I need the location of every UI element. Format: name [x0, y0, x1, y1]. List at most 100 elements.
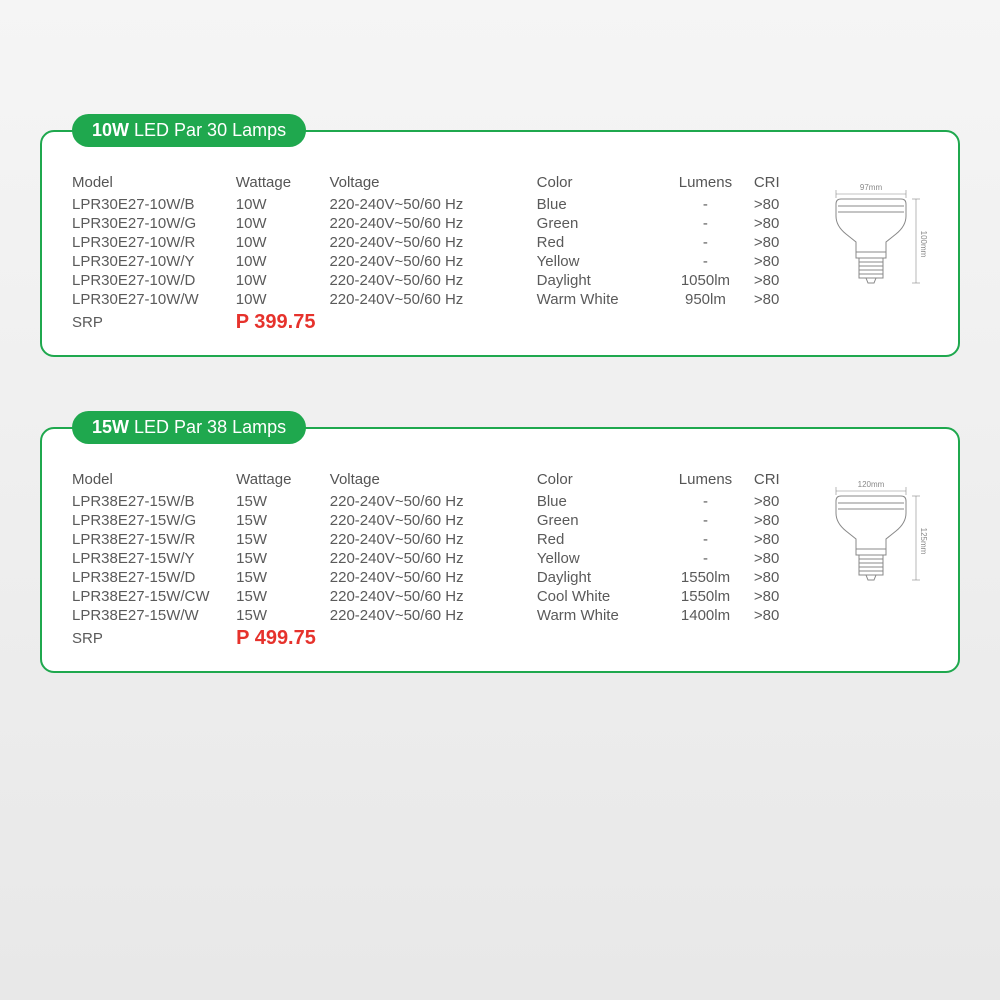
- cell-volt: 220-240V~50/60 Hz: [329, 233, 536, 252]
- column-header: Wattage: [236, 172, 330, 195]
- cell-color: Blue: [537, 195, 665, 214]
- cell-lumens: -: [665, 511, 754, 530]
- cell-watt: 15W: [236, 511, 330, 530]
- cell-volt: 220-240V~50/60 Hz: [330, 549, 537, 568]
- badge-title: LED Par 30 Lamps: [134, 120, 286, 140]
- cell-lumens: -: [665, 233, 754, 252]
- cell-volt: 220-240V~50/60 Hz: [330, 606, 537, 625]
- spec-table: ModelWattageVoltageColorLumensCRILPR38E2…: [72, 469, 808, 651]
- cell-watt: 15W: [236, 549, 330, 568]
- cell-lumens: -: [665, 252, 754, 271]
- cell-volt: 220-240V~50/60 Hz: [329, 271, 536, 290]
- cell-volt: 220-240V~50/60 Hz: [330, 568, 537, 587]
- cell-color: Blue: [537, 492, 665, 511]
- cell-volt: 220-240V~50/60 Hz: [330, 511, 537, 530]
- column-header: Lumens: [665, 469, 754, 492]
- cell-lumens: 1550lm: [665, 568, 754, 587]
- svg-text:100mm: 100mm: [919, 231, 928, 258]
- column-header: Color: [537, 469, 665, 492]
- cell-cri: >80: [754, 195, 808, 214]
- column-header: CRI: [754, 172, 808, 195]
- cell-watt: 15W: [236, 587, 330, 606]
- svg-text:97mm: 97mm: [860, 183, 883, 192]
- cell-cri: >80: [754, 252, 808, 271]
- cell-cri: >80: [754, 530, 808, 549]
- cell-lumens: -: [665, 195, 754, 214]
- cell-model: LPR38E27-15W/R: [72, 530, 236, 549]
- cell-cri: >80: [754, 233, 808, 252]
- cell-model: LPR38E27-15W/Y: [72, 549, 236, 568]
- table-row: LPR38E27-15W/R15W220-240V~50/60 HzRed->8…: [72, 530, 808, 549]
- table-row: LPR30E27-10W/G10W220-240V~50/60 HzGreen-…: [72, 214, 808, 233]
- cell-volt: 220-240V~50/60 Hz: [330, 530, 537, 549]
- table-row: LPR38E27-15W/Y15W220-240V~50/60 HzYellow…: [72, 549, 808, 568]
- table-row: LPR38E27-15W/B15W220-240V~50/60 HzBlue->…: [72, 492, 808, 511]
- card-badge: 15W LED Par 38 Lamps: [72, 411, 306, 444]
- cell-color: Red: [537, 530, 665, 549]
- lamp-diagram: 97mm 100mm: [818, 172, 928, 312]
- cell-model: LPR30E27-10W/D: [72, 271, 236, 290]
- cell-volt: 220-240V~50/60 Hz: [329, 195, 536, 214]
- table-row: LPR38E27-15W/CW15W220-240V~50/60 HzCool …: [72, 587, 808, 606]
- cell-color: Green: [537, 214, 665, 233]
- cell-lumens: 1050lm: [665, 271, 754, 290]
- column-header: Lumens: [665, 172, 754, 195]
- cell-volt: 220-240V~50/60 Hz: [329, 290, 536, 309]
- cell-volt: 220-240V~50/60 Hz: [330, 587, 537, 606]
- column-header: Voltage: [330, 469, 537, 492]
- cell-model: LPR30E27-10W/G: [72, 214, 236, 233]
- cell-model: LPR38E27-15W/D: [72, 568, 236, 587]
- cell-lumens: -: [665, 549, 754, 568]
- cell-model: LPR38E27-15W/CW: [72, 587, 236, 606]
- cell-color: Yellow: [537, 549, 665, 568]
- table-row: LPR30E27-10W/D10W220-240V~50/60 HzDaylig…: [72, 271, 808, 290]
- column-header: Voltage: [329, 172, 536, 195]
- cell-cri: >80: [754, 606, 808, 625]
- column-header: Model: [72, 172, 236, 195]
- cell-volt: 220-240V~50/60 Hz: [330, 492, 537, 511]
- cell-watt: 10W: [236, 233, 330, 252]
- cell-cri: >80: [754, 271, 808, 290]
- cell-color: Red: [537, 233, 665, 252]
- column-header: Model: [72, 469, 236, 492]
- cell-color: Green: [537, 511, 665, 530]
- table-row: LPR38E27-15W/D15W220-240V~50/60 HzDaylig…: [72, 568, 808, 587]
- cell-watt: 10W: [236, 290, 330, 309]
- cell-cri: >80: [754, 511, 808, 530]
- cell-cri: >80: [754, 568, 808, 587]
- cell-color: Daylight: [537, 568, 665, 587]
- cell-lumens: -: [665, 530, 754, 549]
- srp-row: SRPP 499.75: [72, 625, 808, 651]
- cell-model: LPR38E27-15W/B: [72, 492, 236, 511]
- cell-color: Warm White: [537, 290, 665, 309]
- cell-model: LPR30E27-10W/B: [72, 195, 236, 214]
- column-header: CRI: [754, 469, 808, 492]
- cell-lumens: 950lm: [665, 290, 754, 309]
- table-row: LPR30E27-10W/Y10W220-240V~50/60 HzYellow…: [72, 252, 808, 271]
- column-header: Wattage: [236, 469, 330, 492]
- price: P 399.75: [236, 311, 316, 333]
- cell-watt: 15W: [236, 568, 330, 587]
- cell-model: LPR30E27-10W/W: [72, 290, 236, 309]
- cell-lumens: 1550lm: [665, 587, 754, 606]
- product-card: 10W LED Par 30 LampsModelWattageVoltageC…: [40, 130, 960, 357]
- cell-watt: 10W: [236, 252, 330, 271]
- cell-cri: >80: [754, 587, 808, 606]
- cell-watt: 10W: [236, 271, 330, 290]
- srp-row: SRPP 399.75: [72, 309, 808, 335]
- srp-label: SRP: [72, 309, 236, 335]
- cell-cri: >80: [754, 492, 808, 511]
- cell-lumens: -: [665, 492, 754, 511]
- product-card: 15W LED Par 38 LampsModelWattageVoltageC…: [40, 427, 960, 673]
- table-row: LPR38E27-15W/W15W220-240V~50/60 HzWarm W…: [72, 606, 808, 625]
- table-row: LPR30E27-10W/B10W220-240V~50/60 HzBlue->…: [72, 195, 808, 214]
- column-header: Color: [537, 172, 665, 195]
- badge-wattage: 15W: [92, 417, 129, 437]
- cell-lumens: 1400lm: [665, 606, 754, 625]
- cell-volt: 220-240V~50/60 Hz: [329, 252, 536, 271]
- srp-label: SRP: [72, 625, 236, 651]
- lamp-diagram: 120mm 125mm: [818, 469, 928, 609]
- cell-color: Warm White: [537, 606, 665, 625]
- cell-cri: >80: [754, 549, 808, 568]
- table-row: LPR30E27-10W/R10W220-240V~50/60 HzRed->8…: [72, 233, 808, 252]
